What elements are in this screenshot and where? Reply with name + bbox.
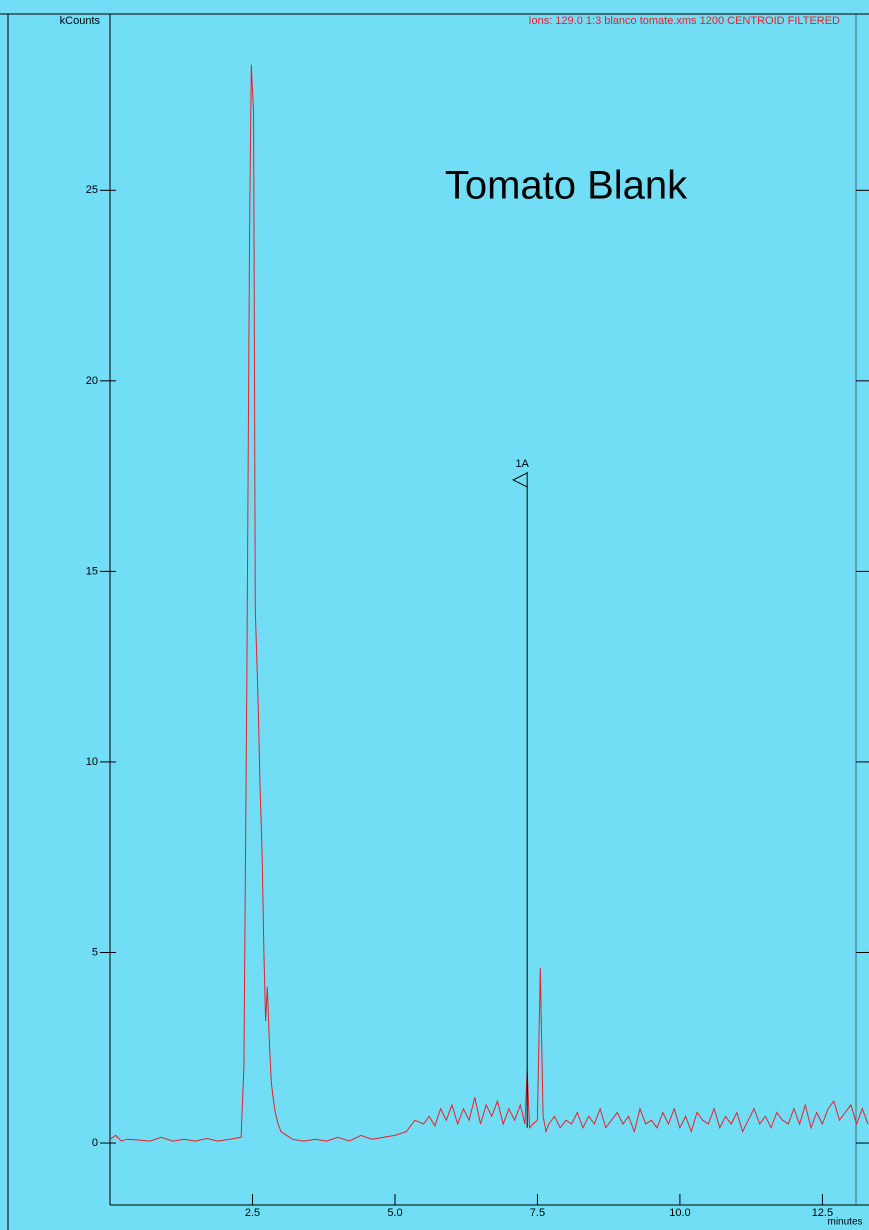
y-tick-label: 20 [86,375,98,387]
y-tick-label: 25 [86,184,98,196]
y-tick-label: 5 [92,946,98,958]
annotation: Tomato Blank [445,164,688,208]
y-tick-label: 15 [86,565,98,577]
chart-title: Ions: 129.0 1:3 blanco tomate.xms 1200 C… [528,15,840,27]
x-tick-label: 5.0 [387,1207,402,1219]
x-tick-label: 10.0 [669,1207,690,1219]
peak-label: 1A [515,458,529,470]
y-tick-label: 0 [92,1137,98,1149]
peak-marker [512,472,528,488]
y-tick-label: 10 [86,756,98,768]
x-tick-label: 12.5 [812,1207,833,1219]
trace [109,64,869,1142]
y-axis-label: kCounts [60,15,101,27]
x-tick-label: 7.5 [530,1207,545,1219]
x-tick-label: 2.5 [245,1207,260,1219]
x-axis-label: minutes [827,1217,862,1228]
